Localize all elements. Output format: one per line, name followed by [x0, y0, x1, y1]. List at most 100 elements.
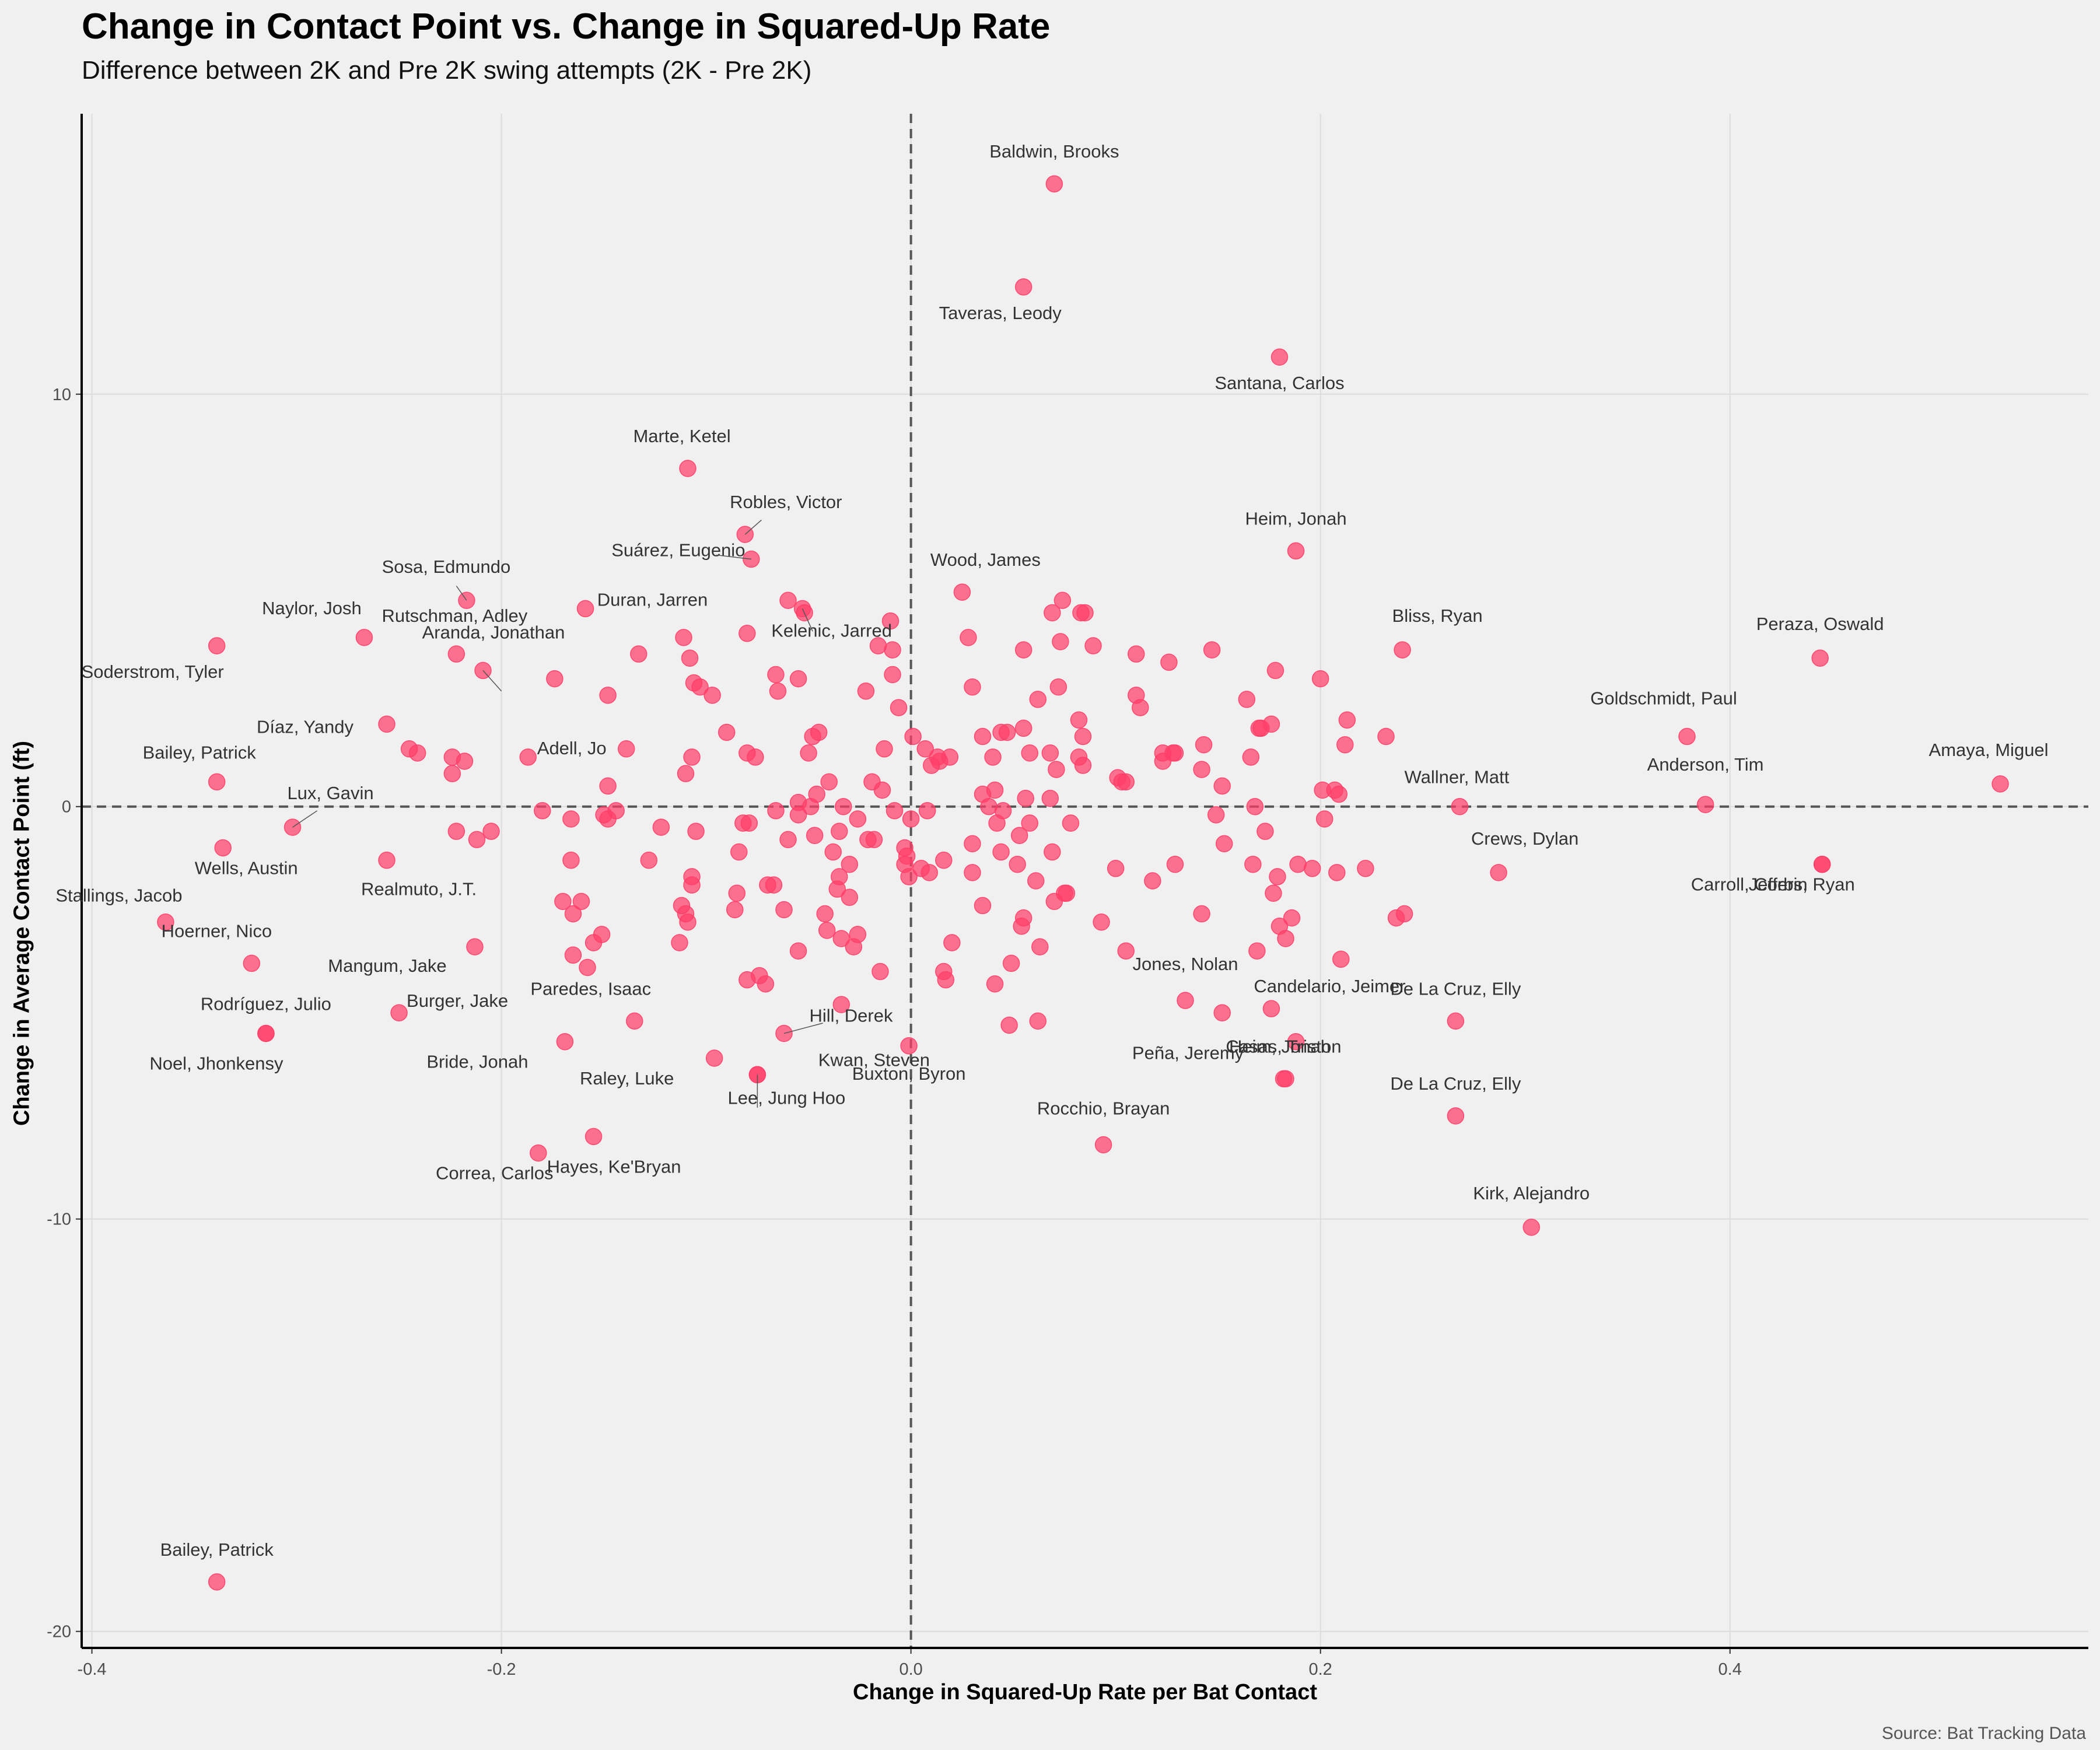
label-leader-line — [292, 810, 318, 828]
data-point — [943, 934, 961, 951]
point-label: Bride, Jonah — [426, 1052, 528, 1072]
data-point — [964, 864, 981, 881]
point-label: Jones, Nolan — [1133, 954, 1238, 974]
labeled-data-point — [1992, 775, 2009, 793]
point-label: Lee, Jung Hoo — [728, 1087, 846, 1108]
data-point — [1238, 691, 1256, 708]
label-leader-line — [482, 670, 502, 692]
point-label: Kelenic, Jarred — [771, 620, 892, 640]
point-label: Casas, Triston — [1226, 1036, 1341, 1056]
data-point — [808, 785, 825, 803]
data-point — [1357, 860, 1374, 877]
data-point — [1328, 864, 1346, 881]
data-point — [482, 822, 500, 840]
data-point — [1128, 645, 1145, 663]
labeled-data-point — [390, 1004, 408, 1021]
labeled-data-point — [626, 1012, 643, 1030]
point-label: Aranda, Jonathan — [422, 622, 565, 642]
data-point — [1044, 604, 1061, 622]
labeled-data-point — [519, 748, 537, 766]
data-point — [1074, 727, 1092, 746]
data-point — [1049, 678, 1068, 696]
x-axis-label: Change in Squared-Up Rate per Bat Contac… — [853, 1680, 1317, 1704]
point-label: Buxton, Byron — [852, 1063, 966, 1084]
labeled-data-point — [1811, 649, 1829, 667]
data-point — [779, 592, 797, 609]
data-point — [738, 625, 756, 642]
data-point — [916, 740, 934, 758]
data-point — [671, 934, 688, 951]
point-label: Burger, Jake — [407, 991, 508, 1011]
data-point — [1266, 662, 1284, 680]
data-point — [935, 851, 953, 869]
data-point — [1041, 744, 1059, 762]
labeled-data-point — [1287, 1032, 1305, 1051]
data-point — [681, 649, 699, 667]
point-label: Realmuto, J.T. — [361, 879, 477, 900]
point-label: Amaya, Miguel — [1929, 740, 2049, 760]
point-labels: Baldwin, Brooks Taveras, Leody Santana, Ca… — [55, 141, 2048, 1560]
data-point — [564, 905, 582, 923]
data-point — [679, 913, 696, 931]
data-point — [1330, 785, 1348, 803]
labeled-data-point — [1014, 278, 1032, 296]
data-point — [1265, 884, 1282, 902]
data-point — [818, 922, 836, 939]
labeled-data-point — [1522, 1219, 1540, 1236]
data-point — [677, 765, 695, 782]
data-point — [789, 670, 807, 688]
point-label: Wood, James — [930, 550, 1041, 570]
labeled-data-point — [208, 773, 226, 791]
labeled-data-point — [466, 938, 484, 956]
labeled-data-point — [447, 645, 466, 663]
data-point — [964, 678, 981, 696]
data-point — [1215, 835, 1233, 853]
data-point — [630, 645, 648, 663]
data-point — [652, 818, 670, 836]
data-point — [734, 814, 752, 832]
labeled-data-point — [679, 460, 696, 477]
labeled-data-point — [900, 1037, 918, 1055]
point-label: Soderstrom, Tyler — [82, 662, 224, 682]
labeled-data-point — [584, 1128, 603, 1146]
point-label: Peña, Jeremy — [1132, 1043, 1244, 1063]
data-point — [747, 748, 764, 766]
data-point — [863, 773, 881, 791]
point-label: Hill, Derek — [810, 1006, 893, 1026]
data-point — [1269, 868, 1286, 886]
data-point — [980, 797, 998, 816]
point-label: Rodríguez, Julio — [201, 994, 331, 1014]
point-label: Candelario, Jeimer — [1254, 976, 1405, 996]
data-point — [769, 682, 787, 700]
data-point — [881, 612, 900, 630]
data-point — [767, 666, 785, 684]
data-point — [579, 958, 596, 977]
point-label: Jeffers, Ryan — [1749, 874, 1855, 895]
data-point — [1048, 761, 1065, 778]
labeled-data-point — [953, 583, 971, 601]
data-point — [1117, 942, 1135, 960]
labeled-data-point — [355, 629, 373, 646]
data-point — [1058, 884, 1076, 902]
labeled-data-point — [1275, 1070, 1293, 1088]
data-point — [1336, 736, 1354, 754]
y-tick-label: 0 — [62, 798, 71, 817]
data-point — [1002, 954, 1020, 972]
x-tick-label: -0.2 — [487, 1660, 516, 1679]
labeled-data-point — [1447, 1012, 1465, 1030]
data-point — [937, 971, 955, 989]
point-label: Goldschmidt, Paul — [1590, 688, 1737, 709]
data-point — [765, 876, 783, 894]
data-point — [1207, 806, 1225, 824]
data-point — [841, 888, 859, 907]
data-point — [800, 744, 817, 762]
data-point — [931, 752, 949, 770]
point-label: Heim, Jonah — [1229, 1036, 1331, 1056]
labeled-data-point — [1451, 797, 1469, 816]
labeled-data-point — [1447, 1107, 1465, 1125]
data-point — [849, 926, 867, 943]
point-label: Adell, Jo — [537, 738, 607, 758]
data-point — [775, 901, 793, 919]
data-point — [704, 687, 721, 704]
